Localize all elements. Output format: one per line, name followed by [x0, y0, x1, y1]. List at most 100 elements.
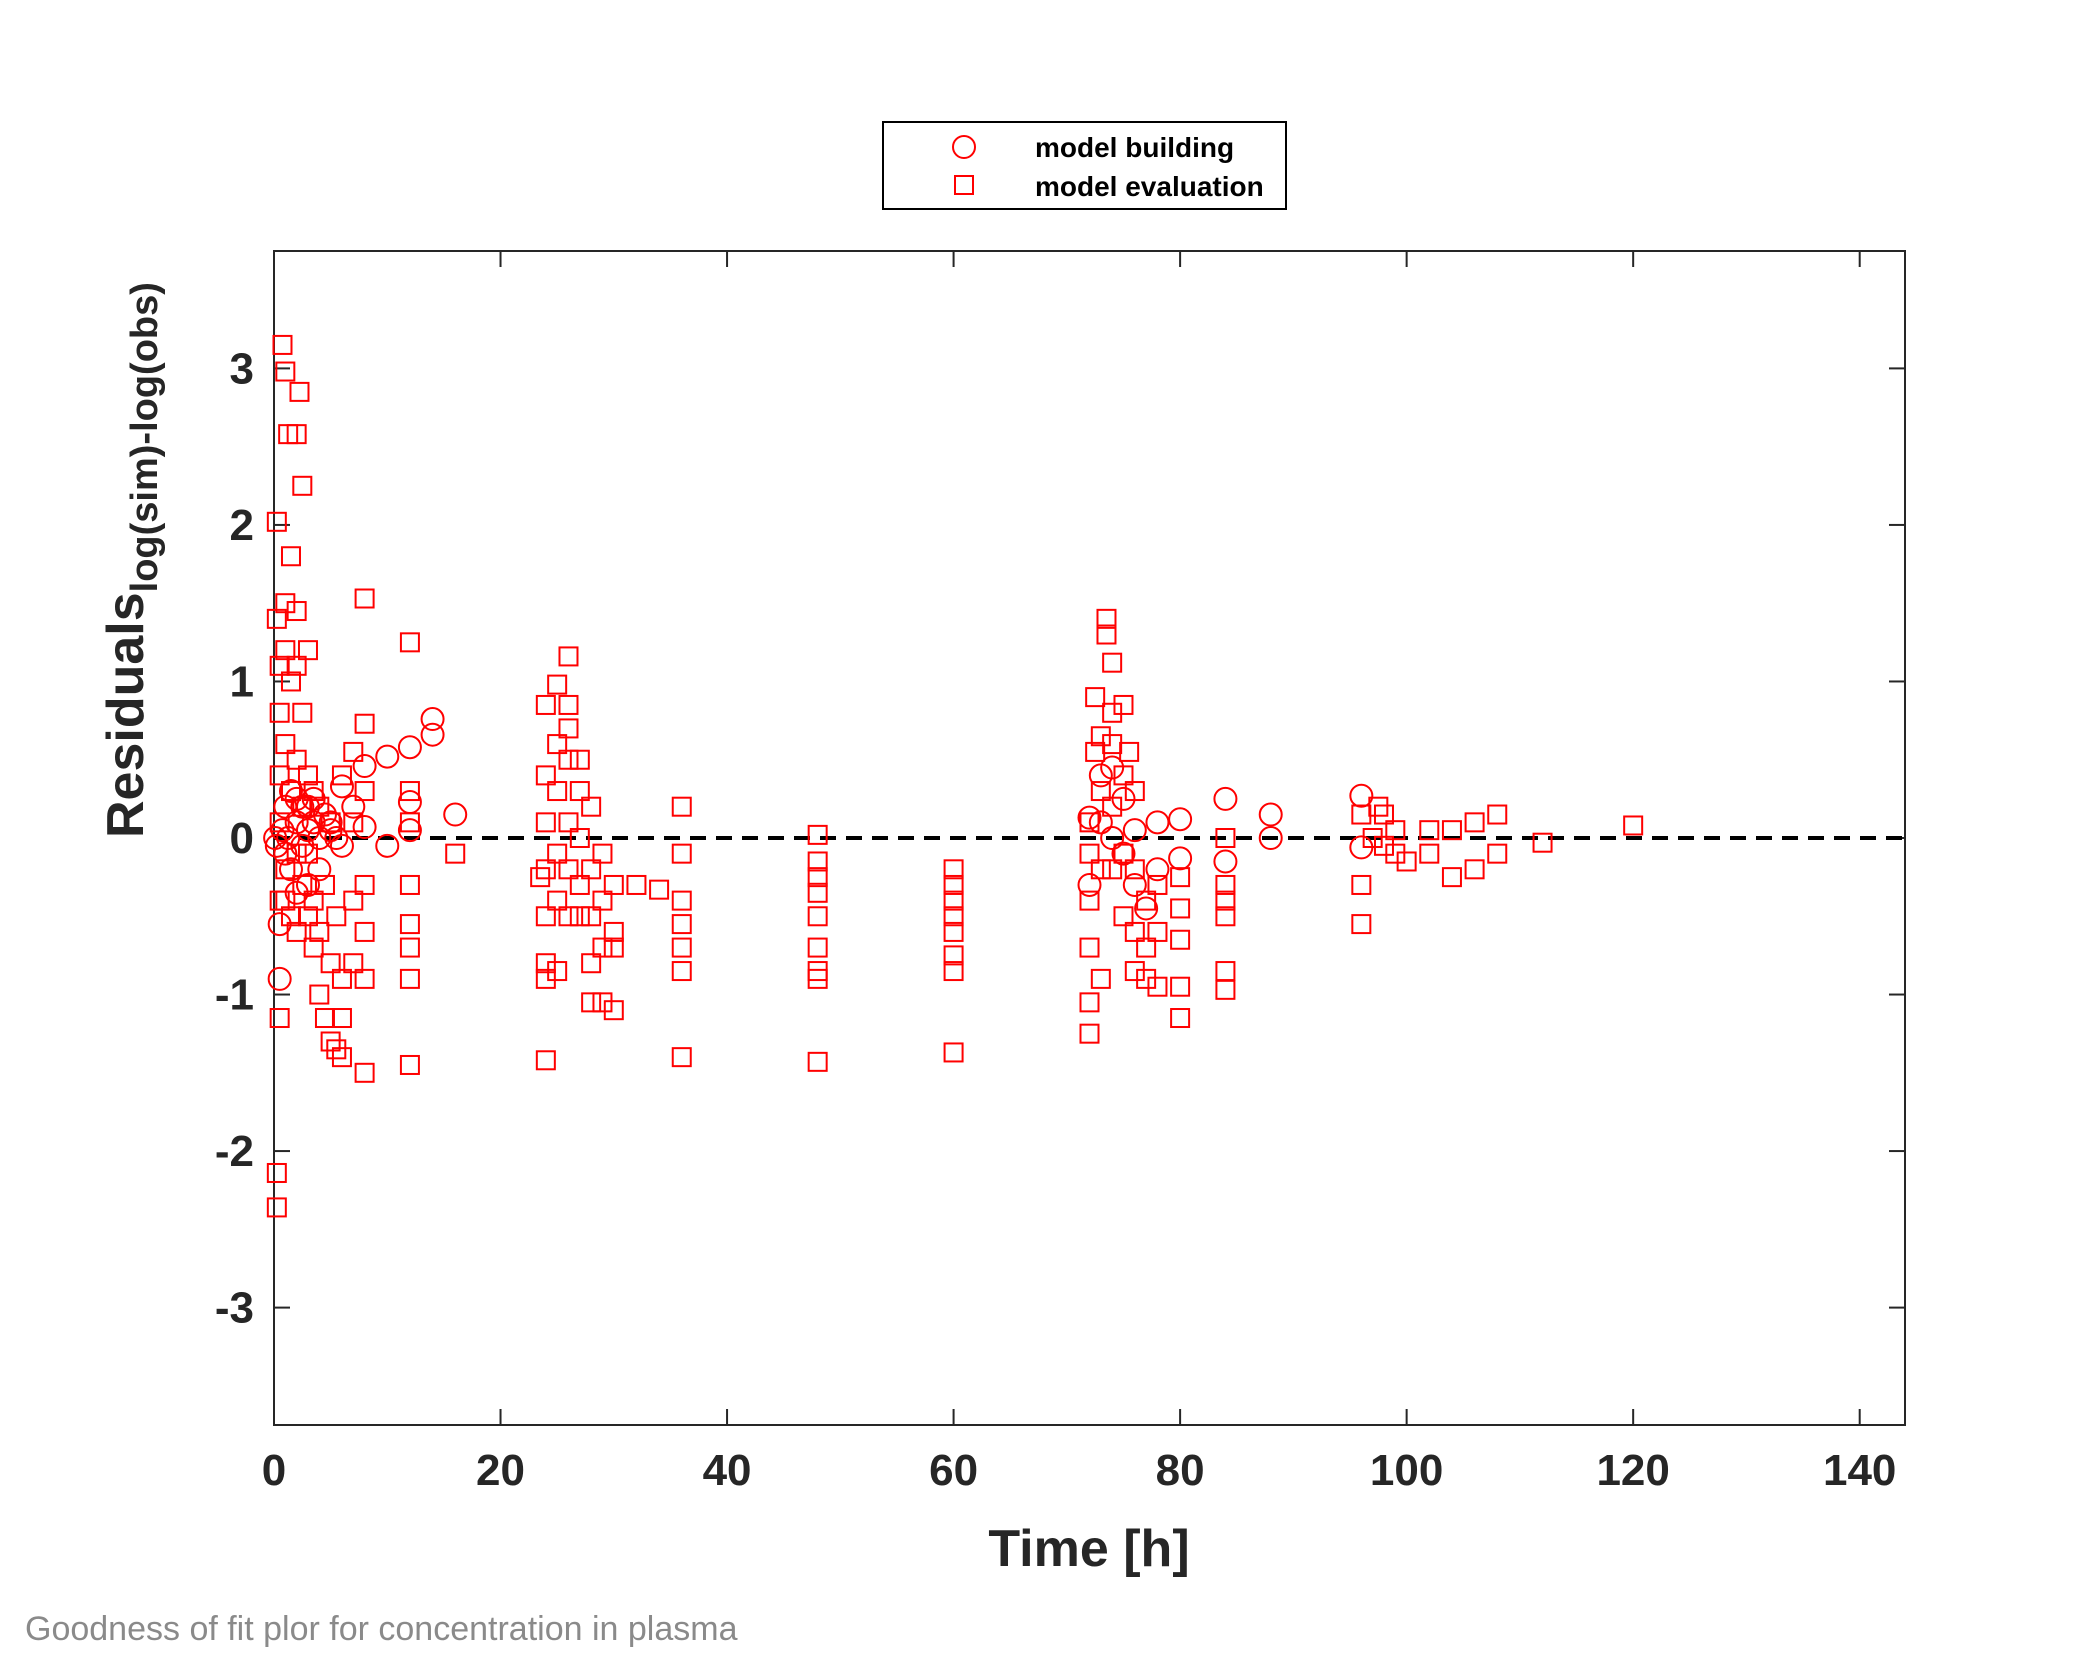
x-axis: 0 20 40 60 80 100 120 140: [262, 251, 1896, 1495]
point-model-evaluation: [309, 796, 330, 817]
point-model-evaluation: [303, 937, 324, 958]
point-model-evaluation: [581, 859, 602, 880]
point-model-building: [1213, 849, 1238, 874]
point-model-evaluation: [1090, 781, 1111, 802]
point-model-evaluation: [1119, 741, 1140, 762]
point-model-evaluation: [275, 859, 296, 880]
point-model-evaluation: [1487, 843, 1508, 864]
point-model-evaluation: [399, 937, 420, 958]
point-model-building: [329, 833, 354, 858]
point-model-evaluation: [807, 906, 828, 927]
point-model-evaluation: [581, 796, 602, 817]
point-model-evaluation: [1113, 906, 1134, 927]
point-model-evaluation: [1102, 652, 1123, 673]
point-model-evaluation: [354, 968, 375, 989]
point-model-evaluation: [292, 702, 313, 723]
point-model-building: [267, 966, 292, 991]
point-model-evaluation: [286, 424, 307, 445]
point-model-building: [1349, 783, 1374, 808]
y-tick-label: -2: [215, 1127, 254, 1176]
point-model-evaluation: [1487, 804, 1508, 825]
point-model-evaluation: [547, 674, 568, 695]
point-model-evaluation: [569, 828, 590, 848]
point-model-evaluation: [807, 968, 828, 989]
point-model-evaluation: [535, 1050, 556, 1071]
point-model-evaluation: [1215, 828, 1236, 848]
point-model-evaluation: [266, 511, 287, 532]
point-model-building: [1145, 857, 1170, 882]
point-model-evaluation: [303, 781, 324, 802]
point-model-evaluation: [1441, 867, 1462, 888]
point-model-evaluation: [399, 968, 420, 989]
point-model-evaluation: [303, 890, 324, 911]
point-model-evaluation: [399, 632, 420, 653]
legend-label-model-building: model building: [1035, 132, 1234, 163]
point-model-evaluation: [649, 879, 670, 900]
y-tick-label: -1: [215, 971, 254, 1020]
point-model-building: [1168, 846, 1193, 871]
point-model-evaluation: [1113, 843, 1134, 864]
point-model-evaluation: [1215, 979, 1236, 1000]
y-tick-label: 3: [230, 344, 254, 393]
point-model-evaluation: [280, 671, 301, 692]
point-model-evaluation: [326, 1039, 347, 1060]
point-model-building: [352, 753, 377, 778]
point-model-evaluation: [1096, 608, 1117, 629]
point-model-evaluation: [1351, 804, 1372, 825]
point-model-evaluation: [671, 937, 692, 958]
point-model-evaluation: [1351, 914, 1372, 935]
point-model-evaluation: [671, 1047, 692, 1068]
x-tick-label: 140: [1823, 1446, 1896, 1495]
point-model-building: [341, 794, 366, 819]
point-model-evaluation: [603, 921, 624, 942]
point-model-evaluation: [1136, 890, 1157, 911]
point-model-building: [267, 912, 292, 937]
point-model-building: [1100, 826, 1125, 850]
point-model-evaluation: [569, 781, 590, 802]
legend: model building model evaluation: [882, 121, 1287, 210]
point-model-building: [307, 857, 332, 882]
point-model-evaluation: [297, 640, 318, 661]
point-model-evaluation: [320, 1031, 341, 1052]
y-tick-label: 0: [230, 814, 254, 863]
point-model-evaluation: [292, 874, 313, 895]
point-model-evaluation: [399, 874, 420, 895]
point-model-building: [329, 774, 354, 799]
point-model-evaluation: [445, 843, 466, 864]
point-model-evaluation: [1102, 734, 1123, 755]
point-model-evaluation: [1419, 843, 1440, 864]
point-model-evaluation: [1124, 781, 1145, 802]
point-model-evaluation: [275, 361, 296, 382]
y-tick-label: -3: [215, 1284, 254, 1333]
x-axis-title: Time [h]: [988, 1520, 1189, 1578]
point-model-evaluation: [807, 937, 828, 958]
point-model-evaluation: [399, 914, 420, 935]
point-model-evaluation: [1373, 835, 1394, 856]
point-model-evaluation: [535, 906, 556, 927]
point-model-evaluation: [1396, 851, 1417, 872]
point-model-evaluation: [269, 702, 290, 723]
point-model-evaluation: [275, 640, 296, 661]
point-model-evaluation: [1147, 874, 1168, 895]
point-model-evaluation: [535, 812, 556, 833]
point-model-evaluation: [1147, 976, 1168, 997]
point-model-evaluation: [331, 765, 352, 786]
point-model-evaluation: [1215, 906, 1236, 927]
point-model-evaluation: [1079, 812, 1100, 833]
point-model-building: [273, 841, 298, 866]
point-model-evaluation: [547, 961, 568, 982]
point-model-evaluation: [399, 781, 420, 802]
point-model-evaluation: [314, 1008, 335, 1029]
point-model-evaluation: [269, 655, 290, 676]
point-model-building: [420, 707, 445, 732]
point-model-evaluation: [399, 812, 420, 833]
point-model-evaluation: [1385, 843, 1406, 864]
point-model-evaluation: [275, 593, 296, 614]
point-model-evaluation: [1373, 804, 1394, 825]
y-axis: -3 -2 -1 0 1 2 3: [215, 344, 1905, 1333]
point-model-evaluation: [943, 921, 964, 942]
point-model-evaluation: [671, 961, 692, 982]
figure-caption: Goodness of fit plor for concentration i…: [25, 1610, 738, 1648]
point-model-evaluation: [331, 1008, 352, 1029]
